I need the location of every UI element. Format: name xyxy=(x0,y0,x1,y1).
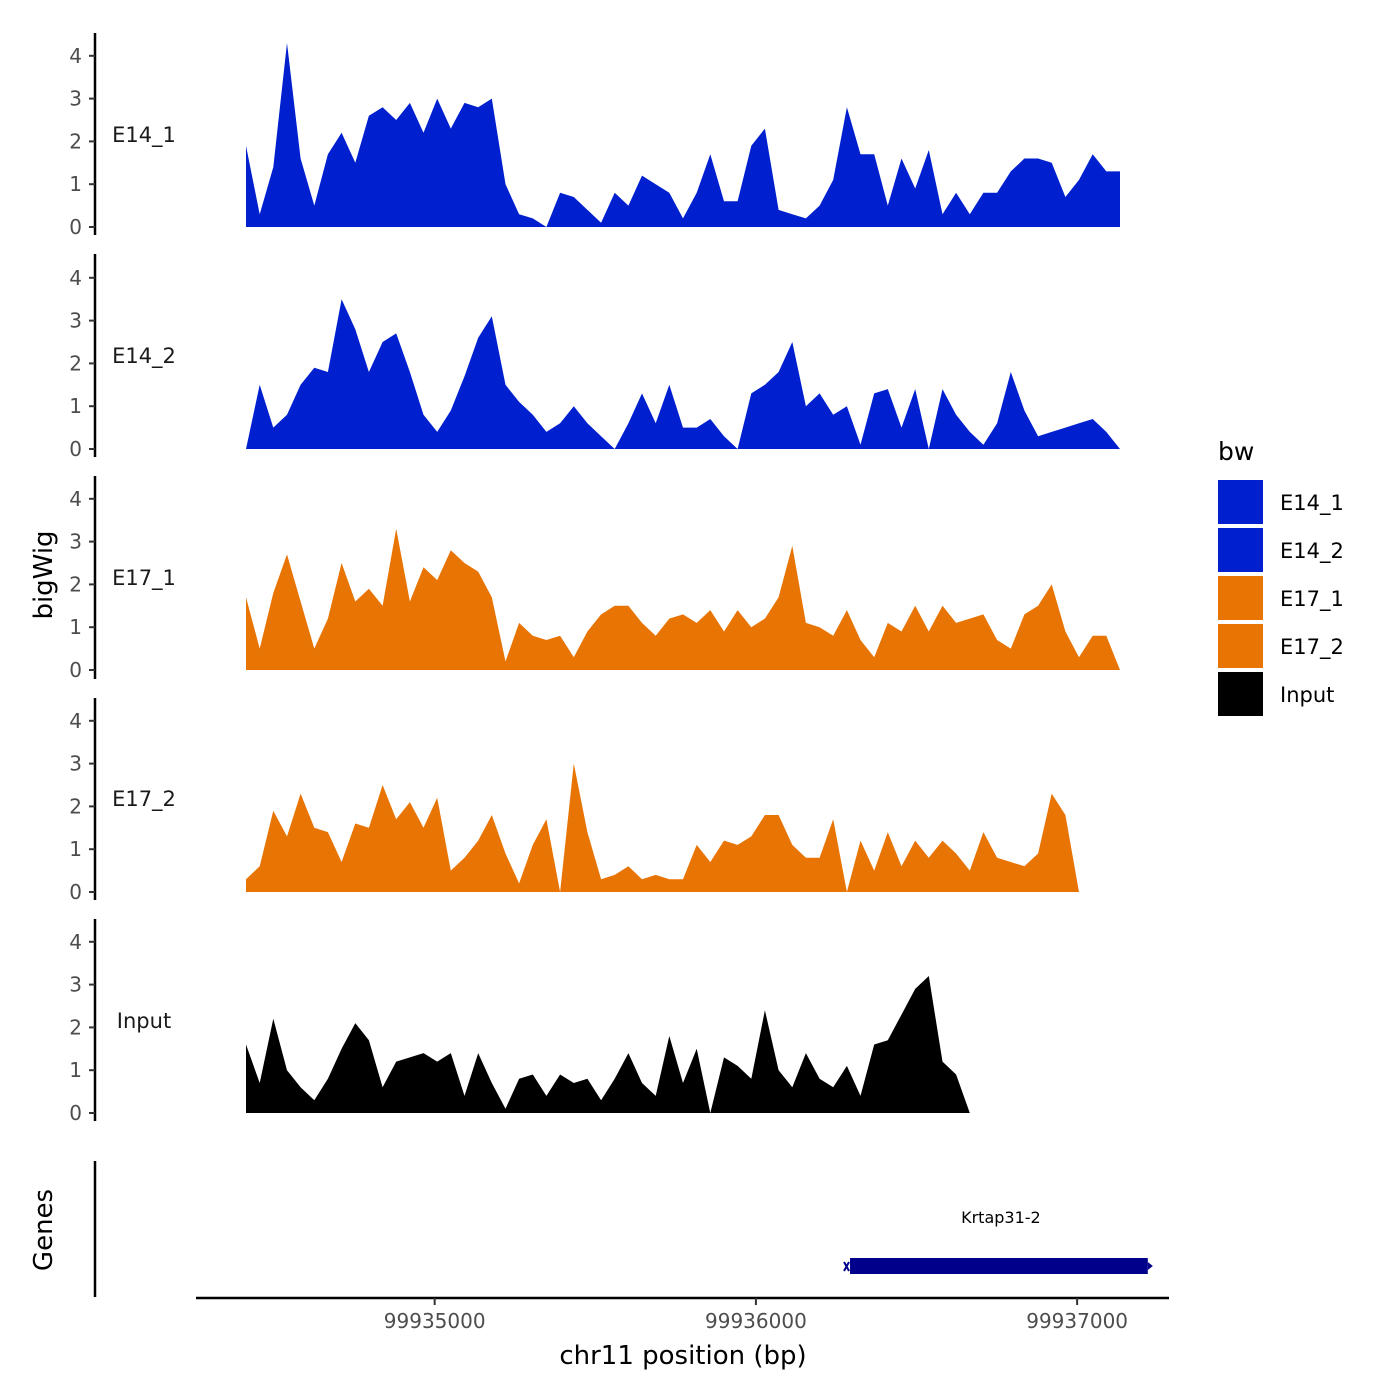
legend-item: E14_2 xyxy=(1218,528,1344,572)
track-label: Input xyxy=(117,1009,171,1033)
track-label: E14_2 xyxy=(112,344,176,369)
y-axis-title: bigWig xyxy=(29,530,59,619)
legend-swatch xyxy=(1218,672,1263,716)
legend-item: E17_1 xyxy=(1218,576,1344,620)
legend-swatch xyxy=(1218,480,1263,524)
track-e17-1: 0 1 2 3 4 E17_1 xyxy=(69,476,1120,682)
track-e14-2: 0 1 2 3 4 E14_2 xyxy=(69,254,1120,461)
signal-area xyxy=(246,299,1120,449)
y-tick-label: 3 xyxy=(69,309,82,333)
y-tick-label: 3 xyxy=(69,87,82,111)
gene-panel: Krtap31-2 xyxy=(93,1161,1153,1297)
legend-swatch xyxy=(1218,528,1263,572)
y-tick-label: 4 xyxy=(69,487,82,511)
y-tick-label: 2 xyxy=(69,572,82,596)
y-tick-label: 4 xyxy=(69,709,82,733)
y-tick-label: 1 xyxy=(69,172,82,196)
y-tick-label: 1 xyxy=(69,1058,82,1082)
signal-tracks: 0 1 2 3 4 E14_1 0 1 2 3 4 E14_2 0 1 2 3 4 E17_1 0 1 2 3 4 E17_2… xyxy=(69,33,1120,1125)
x-axis-title: chr11 position (bp) xyxy=(559,1341,806,1371)
y-tick-label: 0 xyxy=(69,658,82,682)
y-tick-label: 2 xyxy=(69,794,82,818)
legend-label: E17_1 xyxy=(1280,587,1344,612)
legend-swatch xyxy=(1218,624,1263,668)
genes-axis-title: Genes xyxy=(29,1189,59,1271)
signal-area xyxy=(246,43,1120,227)
y-tick-label: 4 xyxy=(69,44,82,68)
y-tick-label: 1 xyxy=(69,837,82,861)
y-tick-label: 3 xyxy=(69,973,82,997)
gene-start-marker xyxy=(843,1261,850,1272)
gene-label: Krtap31-2 xyxy=(961,1208,1041,1227)
legend-title: bw xyxy=(1218,437,1254,466)
signal-area xyxy=(246,976,1120,1113)
x-tick-label: 99936000 xyxy=(705,1309,807,1333)
y-tick-label: 2 xyxy=(69,1015,82,1039)
y-tick-label: 1 xyxy=(69,394,82,418)
y-tick-label: 4 xyxy=(69,266,82,290)
legend: E14_1 E14_2 E17_1 E17_2 Input xyxy=(1218,480,1344,716)
y-tick-label: 4 xyxy=(69,930,82,954)
track-input: 0 1 2 3 4 Input xyxy=(69,919,1120,1125)
legend-swatch xyxy=(1218,576,1263,620)
y-tick-label: 0 xyxy=(69,1101,82,1125)
signal-area xyxy=(246,763,1120,892)
y-tick-label: 0 xyxy=(69,880,82,904)
legend-label: E17_2 xyxy=(1280,635,1344,660)
legend-item: E14_1 xyxy=(1218,480,1344,524)
legend-label: E14_2 xyxy=(1280,539,1344,564)
y-tick-label: 2 xyxy=(69,129,82,153)
x-tick-label: 99937000 xyxy=(1026,1309,1128,1333)
track-label: E17_2 xyxy=(112,787,176,812)
y-tick-label: 3 xyxy=(69,752,82,776)
y-tick-label: 0 xyxy=(69,215,82,239)
y-tick-label: 2 xyxy=(69,351,82,375)
legend-item: Input xyxy=(1218,672,1334,716)
track-label: E17_1 xyxy=(112,566,176,591)
track-e17-2: 0 1 2 3 4 E17_2 xyxy=(69,698,1120,904)
track-e14-1: 0 1 2 3 4 E14_1 xyxy=(69,33,1120,239)
legend-label: Input xyxy=(1280,683,1334,707)
y-tick-label: 1 xyxy=(69,615,82,639)
x-axis: 99935000 99936000 99937000 xyxy=(196,1296,1169,1333)
legend-label: E14_1 xyxy=(1280,491,1344,516)
legend-item: E17_2 xyxy=(1218,624,1344,668)
y-tick-label: 0 xyxy=(69,437,82,461)
signal-area xyxy=(246,528,1120,670)
track-label: E14_1 xyxy=(112,123,176,148)
gene-body xyxy=(850,1258,1148,1274)
x-tick-label: 99935000 xyxy=(384,1309,486,1333)
gene-strand-arrow xyxy=(1147,1262,1153,1270)
y-tick-label: 3 xyxy=(69,530,82,554)
